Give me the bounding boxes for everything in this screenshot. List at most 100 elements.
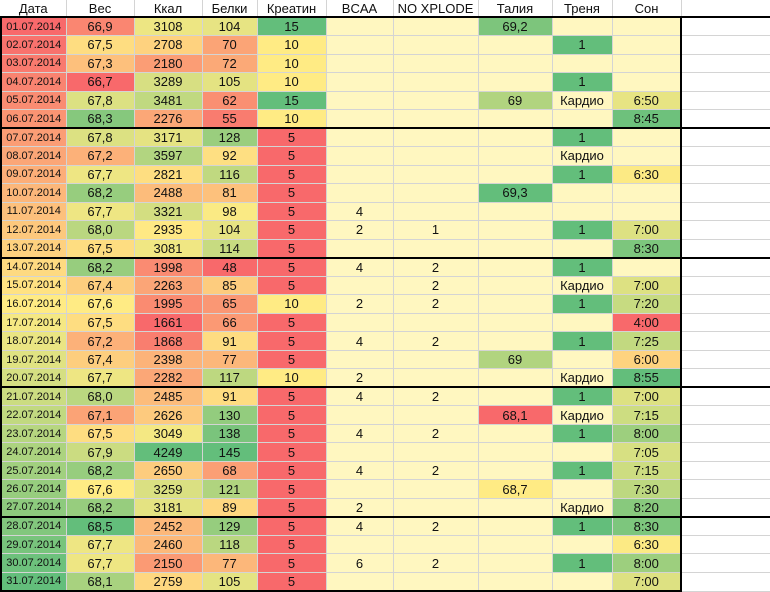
- trenya-cell[interactable]: 1: [552, 256, 613, 277]
- belki-cell[interactable]: 85: [202, 276, 258, 296]
- kreatin-cell[interactable]: 5: [257, 461, 327, 481]
- talia-cell[interactable]: 68,1: [478, 405, 553, 425]
- kcal-cell[interactable]: 1995: [134, 294, 203, 314]
- empty-cell[interactable]: [681, 553, 770, 573]
- date-cell[interactable]: 28.07.2014: [0, 515, 67, 536]
- date-cell[interactable]: 14.07.2014: [0, 256, 67, 277]
- belki-cell[interactable]: 89: [202, 498, 258, 518]
- trenya-cell[interactable]: 1: [552, 461, 613, 481]
- no-xplode-cell[interactable]: 2: [393, 294, 479, 314]
- talia-cell[interactable]: [478, 165, 553, 185]
- no-xplode-cell[interactable]: [393, 16, 479, 37]
- kcal-cell[interactable]: 1868: [134, 331, 203, 351]
- empty-cell[interactable]: [681, 109, 770, 129]
- belki-cell[interactable]: 145: [202, 442, 258, 462]
- kcal-cell[interactable]: 2282: [134, 368, 203, 388]
- trenya-cell[interactable]: [552, 535, 613, 555]
- date-cell[interactable]: 19.07.2014: [0, 350, 67, 370]
- kcal-cell[interactable]: 3289: [134, 72, 203, 92]
- talia-cell[interactable]: [478, 424, 553, 444]
- ves-cell[interactable]: 67,1: [66, 405, 135, 425]
- ves-cell[interactable]: 66,9: [66, 16, 135, 37]
- date-cell[interactable]: 10.07.2014: [0, 183, 67, 203]
- ves-cell[interactable]: 67,4: [66, 350, 135, 370]
- kcal-cell[interactable]: 3049: [134, 424, 203, 444]
- trenya-cell[interactable]: [552, 109, 613, 129]
- bcaa-cell[interactable]: 6: [326, 553, 394, 573]
- talia-cell[interactable]: [478, 515, 553, 536]
- son-cell[interactable]: 4:00: [612, 313, 682, 333]
- kreatin-cell[interactable]: 15: [257, 91, 327, 111]
- ves-cell[interactable]: 67,3: [66, 54, 135, 74]
- empty-cell[interactable]: [681, 276, 770, 296]
- son-cell[interactable]: 6:50: [612, 91, 682, 111]
- kcal-cell[interactable]: 3171: [134, 127, 203, 148]
- kcal-cell[interactable]: 2452: [134, 515, 203, 536]
- empty-cell[interactable]: [681, 331, 770, 351]
- header-ves[interactable]: Вес: [66, 0, 135, 18]
- empty-cell[interactable]: [681, 572, 770, 592]
- kcal-cell[interactable]: 2759: [134, 572, 203, 592]
- belki-cell[interactable]: 62: [202, 91, 258, 111]
- ves-cell[interactable]: 67,7: [66, 165, 135, 185]
- ves-cell[interactable]: 68,0: [66, 220, 135, 240]
- header-kcal[interactable]: Ккал: [134, 0, 203, 18]
- empty-cell[interactable]: [681, 239, 770, 259]
- belki-cell[interactable]: 55: [202, 109, 258, 129]
- header-date[interactable]: Дата: [1, 0, 67, 18]
- kreatin-cell[interactable]: 10: [257, 109, 327, 129]
- kcal-cell[interactable]: 2150: [134, 553, 203, 573]
- date-cell[interactable]: 06.07.2014: [0, 109, 67, 129]
- trenya-cell[interactable]: Кардио: [552, 276, 613, 296]
- no-xplode-cell[interactable]: [393, 442, 479, 462]
- kreatin-cell[interactable]: 5: [257, 498, 327, 518]
- bcaa-cell[interactable]: 2: [326, 220, 394, 240]
- son-cell[interactable]: 7:00: [612, 220, 682, 240]
- empty-cell[interactable]: [681, 479, 770, 499]
- trenya-cell[interactable]: [552, 350, 613, 370]
- no-xplode-cell[interactable]: [393, 91, 479, 111]
- son-cell[interactable]: 6:00: [612, 350, 682, 370]
- trenya-cell[interactable]: [552, 16, 613, 37]
- kreatin-cell[interactable]: 5: [257, 202, 327, 222]
- belki-cell[interactable]: 128: [202, 127, 258, 148]
- son-cell[interactable]: 7:00: [612, 572, 682, 592]
- talia-cell[interactable]: 68,7: [478, 479, 553, 499]
- talia-cell[interactable]: [478, 313, 553, 333]
- kcal-cell[interactable]: 2263: [134, 276, 203, 296]
- trenya-cell[interactable]: Кардио: [552, 405, 613, 425]
- kreatin-cell[interactable]: 5: [257, 165, 327, 185]
- bcaa-cell[interactable]: [326, 313, 394, 333]
- bcaa-cell[interactable]: [326, 72, 394, 92]
- trenya-cell[interactable]: [552, 202, 613, 222]
- ves-cell[interactable]: 68,3: [66, 109, 135, 129]
- talia-cell[interactable]: [478, 386, 553, 407]
- ves-cell[interactable]: 67,5: [66, 35, 135, 55]
- date-cell[interactable]: 15.07.2014: [0, 276, 67, 296]
- bcaa-cell[interactable]: 4: [326, 331, 394, 351]
- no-xplode-cell[interactable]: 2: [393, 461, 479, 481]
- son-cell[interactable]: 6:30: [612, 165, 682, 185]
- empty-cell[interactable]: [681, 183, 770, 203]
- kreatin-cell[interactable]: 5: [257, 127, 327, 148]
- son-cell[interactable]: 7:30: [612, 479, 682, 499]
- bcaa-cell[interactable]: 4: [326, 461, 394, 481]
- no-xplode-cell[interactable]: [393, 239, 479, 259]
- trenya-cell[interactable]: [552, 572, 613, 592]
- ves-cell[interactable]: 68,0: [66, 386, 135, 407]
- kcal-cell[interactable]: 2626: [134, 405, 203, 425]
- ves-cell[interactable]: 68,2: [66, 256, 135, 277]
- no-xplode-cell[interactable]: [393, 535, 479, 555]
- belki-cell[interactable]: 121: [202, 479, 258, 499]
- bcaa-cell[interactable]: [326, 479, 394, 499]
- kreatin-cell[interactable]: 10: [257, 368, 327, 388]
- son-cell[interactable]: 7:15: [612, 461, 682, 481]
- kcal-cell[interactable]: 2276: [134, 109, 203, 129]
- header-kreatin[interactable]: Креатин: [257, 0, 327, 18]
- belki-cell[interactable]: 104: [202, 220, 258, 240]
- belki-cell[interactable]: 91: [202, 386, 258, 407]
- belki-cell[interactable]: 65: [202, 294, 258, 314]
- talia-cell[interactable]: [478, 146, 553, 166]
- header-bcaa[interactable]: BCAA: [326, 0, 394, 18]
- empty-cell[interactable]: [681, 256, 770, 277]
